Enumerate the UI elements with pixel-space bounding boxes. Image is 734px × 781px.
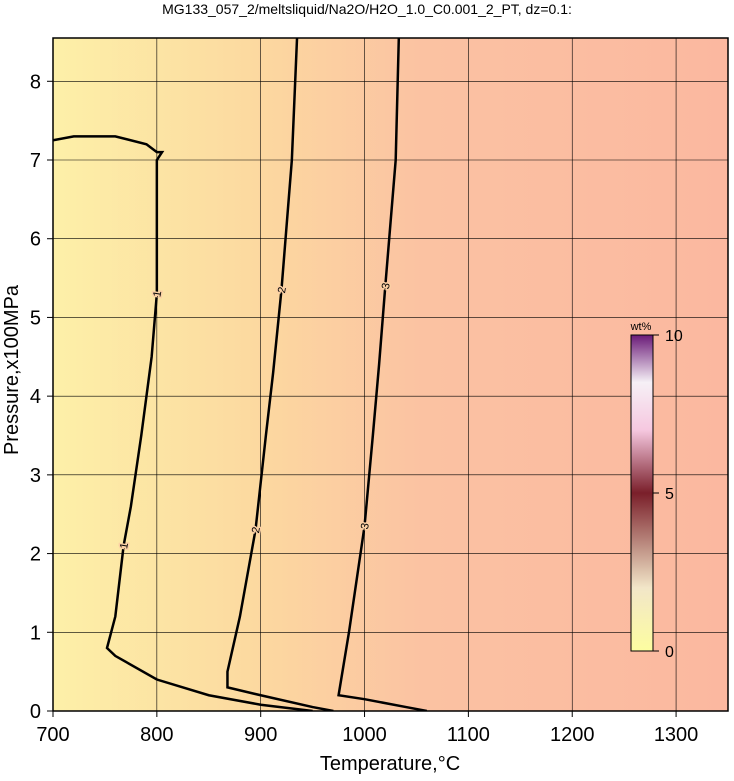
colorbar-tick-label: 5: [665, 486, 674, 503]
plot-background: [53, 38, 728, 711]
chart-title: MG133_057_2/meltsliquid/Na2O/H2O_1.0_C0.…: [162, 1, 572, 17]
y-tick-label: 8: [30, 71, 41, 93]
y-tick-label: 5: [30, 307, 41, 329]
contour-label: 3: [380, 282, 393, 290]
y-tick-label: 4: [30, 386, 41, 408]
y-tick-label: 6: [30, 229, 41, 251]
x-tick-label: 1000: [342, 724, 387, 746]
grid: [52, 38, 728, 712]
plot-frame: [52, 37, 729, 712]
contour-line: [337, 38, 428, 711]
x-tick-label: 900: [244, 724, 277, 746]
contour-line: [226, 38, 334, 711]
contour-label: 1: [151, 290, 164, 298]
colorbar-tick-label: 0: [665, 644, 674, 661]
y-tick-label: 2: [30, 544, 41, 566]
x-tick-label: 1200: [550, 724, 595, 746]
y-axis-label: Pressure,x100MPa: [1, 284, 23, 455]
contour-label: 3: [359, 522, 372, 530]
x-tick-label: 800: [140, 724, 173, 746]
x-axis-label: Temperature,°C: [320, 753, 460, 775]
colorbar: [630, 334, 654, 652]
y-tick-label: 0: [30, 701, 41, 723]
contour-line: [53, 135, 313, 711]
contour-label: 2: [250, 526, 263, 534]
contour-label: 2: [276, 286, 289, 294]
contours: 1 1 2 2 3 3: [53, 38, 428, 711]
x-tick-label: 700: [36, 724, 69, 746]
y-tick-label: 7: [30, 150, 41, 172]
contour-label: 1: [118, 542, 131, 550]
colorbar-tick-label: 10: [665, 328, 683, 345]
x-tick-label: 1300: [654, 724, 699, 746]
y-tick-label: 3: [30, 465, 41, 487]
colorbar-label: wt%: [630, 321, 652, 333]
y-tick-label: 1: [30, 622, 41, 644]
x-tick-label: 1100: [447, 724, 490, 746]
